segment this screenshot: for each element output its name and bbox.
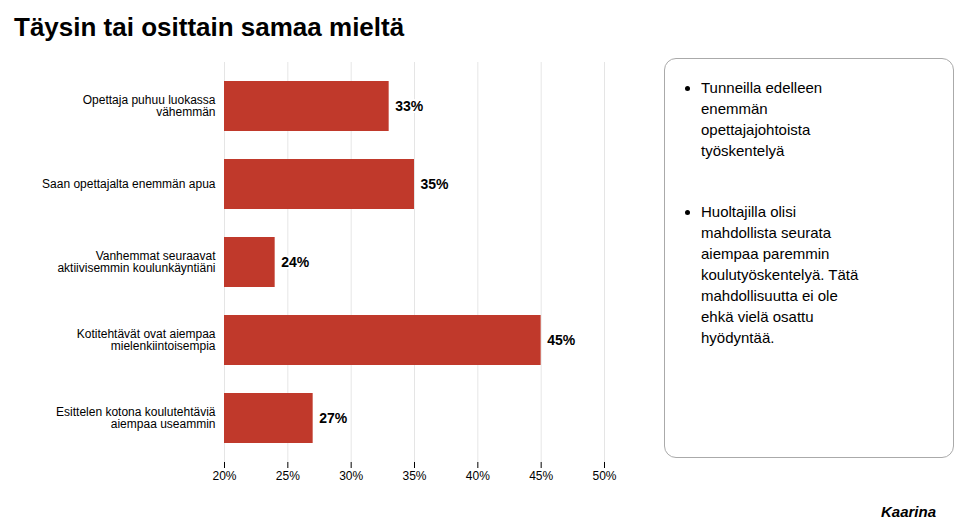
- svg-text:25%: 25%: [276, 469, 300, 483]
- svg-text:35%: 35%: [421, 176, 450, 192]
- svg-text:Saan opettajalta enemmän apua: Saan opettajalta enemmän apua: [42, 177, 216, 191]
- svg-text:40%: 40%: [466, 469, 490, 483]
- html-text:Täysin tai osittain samaa miel: Täysin tai osittain samaa mieltä: [14, 12, 405, 42]
- html-text:Huoltajilla olisi mahdollista: Huoltajilla olisi mahdollista seurata ai…: [701, 203, 859, 346]
- svg-text:30%: 30%: [339, 469, 363, 483]
- svg-text:33%: 33%: [395, 98, 424, 114]
- svg-text:27%: 27%: [319, 410, 348, 426]
- svg-text:20%: 20%: [212, 469, 236, 483]
- svg-text:45%: 45%: [547, 332, 576, 348]
- svg-text:24%: 24%: [281, 254, 310, 270]
- svg-text:35%: 35%: [402, 469, 426, 483]
- svg-text:Esittelen kotona koulutehtäviä: Esittelen kotona koulutehtäviäaiempaa us…: [56, 405, 216, 431]
- html-text:Kaarina: Kaarina: [881, 503, 936, 520]
- svg-text:50%: 50%: [592, 469, 616, 483]
- svg-text:45%: 45%: [529, 469, 553, 483]
- html-text:Tunneilla edelleen enemmän ope: Tunneilla edelleen enemmän opettajajohto…: [701, 79, 823, 159]
- svg-text:Vanhemmat seuraavataktiivisemm: Vanhemmat seuraavataktiivisemmin koulunk…: [57, 249, 216, 275]
- svg-text:Opettaja puhuu luokassavähemmä: Opettaja puhuu luokassavähemmän: [83, 93, 216, 119]
- svg-text:Kotitehtävät ovat aiempaamiele: Kotitehtävät ovat aiempaamielenkiintoise…: [77, 327, 216, 353]
